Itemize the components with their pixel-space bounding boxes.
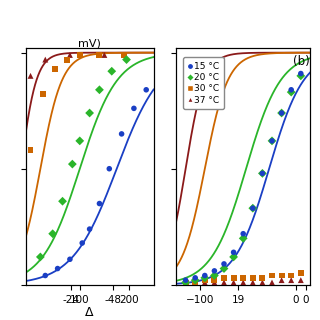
Point [279,110,284,116]
Legend: 15 °C, 20 °C, 30 °C, 37 °C: 15 °C, 20 °C, 30 °C, 37 °C [183,57,224,109]
Point [107,166,112,171]
Point [260,171,265,176]
Point [269,273,275,278]
Point [183,280,188,285]
Point [289,273,294,278]
Point [298,73,303,78]
Point [193,280,198,285]
Point [231,254,236,260]
Point [250,280,255,285]
Point [70,162,75,167]
Point [102,52,107,58]
Point [193,280,198,285]
Point [241,236,246,241]
Point [193,275,198,280]
Point [221,261,227,267]
Point [260,280,265,285]
Point [250,206,255,211]
Point [97,201,102,206]
Point [55,266,60,271]
Point [241,280,246,285]
Point [212,277,217,283]
Point [289,87,294,92]
Point [43,273,48,278]
Point [260,275,265,280]
Point [231,280,236,285]
Point [43,57,48,62]
Point [202,273,207,278]
Point [67,52,72,58]
Point [279,277,284,283]
Point [212,268,217,273]
Point [298,271,303,276]
Point [28,73,33,78]
Point [50,231,55,236]
Point [144,87,149,92]
Point [109,69,114,74]
Point [87,110,92,116]
X-axis label: mV): mV) [78,39,101,49]
Point [269,280,275,285]
Point [65,57,70,62]
Point [241,231,246,236]
Point [87,227,92,232]
Point [269,138,275,143]
Point [52,66,58,71]
Point [260,171,265,176]
Point [212,280,217,285]
Point [124,57,129,62]
Point [122,52,127,58]
Point [77,52,82,58]
Point [289,277,294,283]
Point [183,280,188,285]
Point [202,275,207,280]
Point [231,275,236,280]
Point [231,250,236,255]
Point [202,280,207,285]
Point [212,273,217,278]
Point [279,273,284,278]
Point [250,275,255,280]
Point [60,199,65,204]
Point [221,275,227,280]
Point [289,90,294,95]
Point [97,52,102,58]
Point [38,254,43,260]
Point [298,277,303,283]
Point [183,280,188,285]
Point [119,131,124,136]
Point [250,206,255,211]
Point [221,280,227,285]
Point [40,92,45,97]
Point [77,138,82,143]
Point [202,277,207,283]
Point [241,275,246,280]
Point [97,87,102,92]
Text: (b): (b) [293,55,310,68]
X-axis label: Δ: Δ [85,306,94,319]
Point [67,257,72,262]
Point [298,71,303,76]
Point [193,277,198,283]
Point [279,110,284,116]
Point [221,266,227,271]
Point [131,106,136,111]
Point [80,240,85,245]
Point [183,277,188,283]
Point [269,138,275,143]
Point [28,148,33,153]
